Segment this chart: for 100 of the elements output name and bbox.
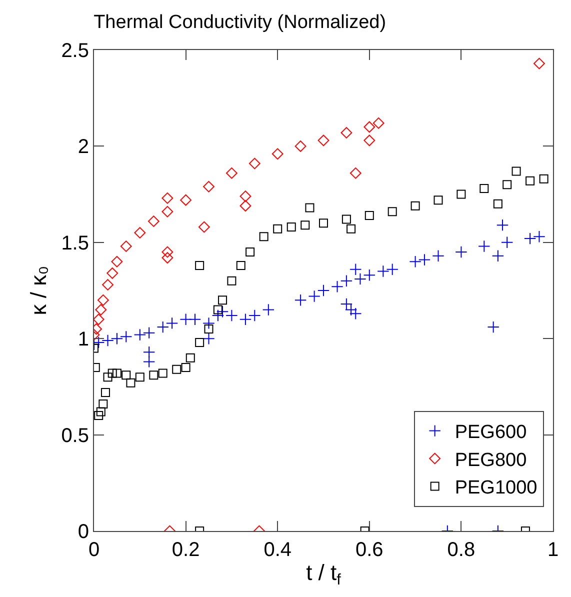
point	[148, 216, 160, 227]
point	[480, 184, 489, 194]
legend-label: PEG800	[454, 450, 527, 471]
point	[195, 260, 204, 270]
point	[226, 309, 238, 322]
point	[492, 250, 504, 262]
point	[240, 200, 252, 212]
point	[259, 232, 268, 242]
point	[186, 353, 195, 362]
point	[239, 313, 252, 326]
point	[248, 158, 260, 170]
point	[534, 58, 545, 70]
point	[142, 326, 156, 339]
point	[350, 167, 362, 179]
point	[94, 411, 104, 420]
point	[455, 246, 468, 258]
point	[166, 317, 178, 330]
point	[308, 290, 320, 302]
point	[106, 267, 118, 279]
point	[202, 332, 215, 345]
point	[226, 167, 238, 179]
point	[236, 260, 246, 270]
x-tick-label: 0.4	[264, 539, 292, 561]
point	[142, 356, 156, 368]
legend-label: PEG1000	[454, 478, 538, 499]
point	[487, 320, 500, 334]
point	[172, 364, 182, 374]
legend-label: PEG600	[454, 422, 527, 444]
point	[195, 338, 204, 347]
point	[294, 294, 307, 306]
point	[102, 279, 114, 290]
point	[162, 206, 174, 218]
point	[377, 265, 390, 278]
point	[305, 203, 314, 212]
point	[496, 218, 509, 232]
point	[111, 256, 123, 268]
point	[213, 305, 222, 314]
point	[300, 220, 310, 230]
point	[94, 336, 105, 349]
point	[410, 201, 420, 210]
point	[108, 368, 117, 378]
point	[331, 280, 344, 293]
point	[126, 378, 136, 388]
point	[432, 250, 444, 262]
chart-title: Thermal Conductivity (Normalized)	[94, 12, 386, 34]
point	[364, 134, 376, 146]
point	[502, 180, 512, 190]
point	[501, 236, 514, 248]
point	[181, 362, 190, 372]
point	[294, 140, 306, 152]
point	[478, 240, 490, 252]
y-tick-label: 0.5	[61, 424, 89, 447]
point	[203, 180, 214, 192]
point	[202, 317, 215, 330]
point	[180, 313, 192, 326]
point	[340, 127, 352, 138]
point	[273, 224, 282, 234]
y-tick-label: 2	[78, 136, 89, 158]
x-tick-label: 0.8	[447, 539, 476, 561]
point	[240, 190, 252, 202]
point	[346, 224, 356, 234]
point	[350, 263, 362, 276]
y-tick-label: 2.5	[61, 40, 89, 62]
point	[372, 117, 384, 129]
point	[364, 210, 374, 220]
point	[204, 324, 214, 334]
point	[409, 256, 422, 268]
point	[142, 346, 156, 358]
point	[102, 334, 114, 347]
point	[524, 232, 536, 245]
x-tick-label: 0.2	[172, 539, 200, 561]
point	[340, 274, 353, 287]
point	[158, 368, 168, 378]
x-tick-label: 1	[547, 539, 559, 561]
point	[434, 196, 443, 205]
point	[162, 246, 174, 258]
point	[318, 134, 330, 146]
point	[512, 166, 521, 176]
point	[98, 400, 108, 409]
point	[96, 407, 106, 416]
point	[134, 227, 146, 238]
point	[286, 222, 296, 232]
point	[162, 252, 174, 264]
point	[248, 309, 261, 322]
point	[135, 372, 144, 382]
point	[212, 309, 224, 322]
point	[272, 148, 284, 160]
point	[227, 276, 236, 286]
point	[218, 296, 228, 305]
point	[354, 272, 366, 286]
point	[246, 248, 255, 257]
point	[97, 294, 109, 306]
point	[120, 330, 132, 343]
y-axis-title: κ / κ₀	[26, 266, 51, 316]
point	[539, 174, 548, 184]
y-tick-label: 0	[78, 521, 89, 543]
point	[110, 332, 124, 345]
point	[122, 370, 131, 380]
point	[364, 121, 376, 133]
point	[319, 218, 328, 228]
